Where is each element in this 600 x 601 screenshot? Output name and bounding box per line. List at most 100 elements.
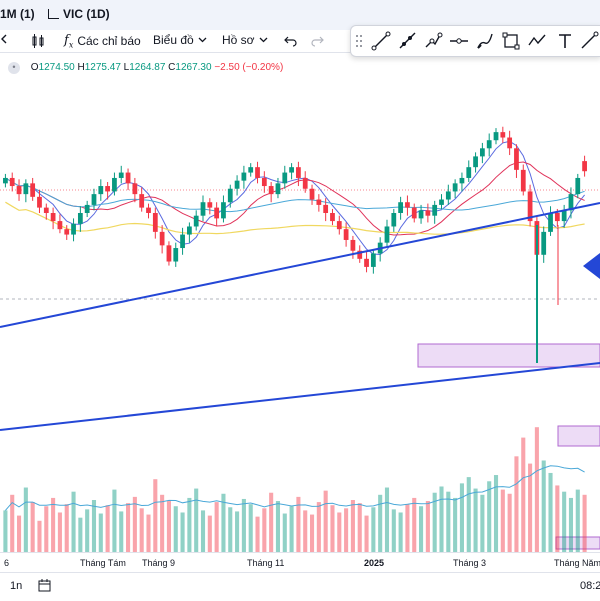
close-label: C bbox=[168, 62, 176, 73]
candle-body bbox=[91, 194, 97, 205]
volume-bar bbox=[568, 497, 574, 552]
fx-icon: fx bbox=[64, 33, 74, 50]
volume-bar bbox=[91, 500, 97, 552]
ma-long-line bbox=[5, 201, 585, 235]
volume-bar bbox=[562, 491, 567, 552]
candlestick-icon bbox=[32, 34, 44, 48]
x-axis-label: Tháng 11 bbox=[247, 558, 285, 568]
candles-type-button[interactable] bbox=[30, 33, 46, 49]
candle-body bbox=[432, 204, 438, 216]
chart-type-dropdown[interactable]: Biểu đồ bbox=[153, 33, 207, 47]
candle-body bbox=[193, 215, 199, 227]
legend-collapse-icon[interactable]: • bbox=[8, 62, 20, 74]
profile-label: Hồ sơ bbox=[222, 33, 255, 47]
zigzag-icon[interactable] bbox=[527, 31, 547, 51]
volume-bar bbox=[521, 437, 526, 552]
zone-volume bbox=[557, 425, 600, 447]
candle-body bbox=[541, 231, 547, 255]
high-value: 1275.47 bbox=[84, 62, 121, 73]
open-value: 1274.50 bbox=[38, 62, 75, 73]
candle-body bbox=[316, 199, 322, 205]
rectangle-icon[interactable] bbox=[501, 31, 521, 51]
tab-1m[interactable]: 1M (1) bbox=[0, 7, 35, 21]
volume-bar bbox=[3, 510, 8, 552]
candle-body bbox=[548, 213, 553, 232]
volume-bar bbox=[282, 513, 287, 552]
open-label: O bbox=[30, 62, 39, 73]
volume-bar bbox=[78, 517, 83, 552]
candle-body bbox=[50, 213, 56, 222]
chevron-left-icon[interactable] bbox=[0, 33, 8, 45]
low-label: L bbox=[123, 62, 130, 73]
time-axis[interactable]: 6 Tháng Tám Tháng 9 Tháng 11 2025 Tháng … bbox=[0, 552, 600, 573]
brush-icon[interactable] bbox=[475, 31, 495, 51]
candle-body bbox=[568, 194, 574, 211]
candle-body bbox=[384, 226, 390, 243]
volume-bar bbox=[534, 427, 539, 552]
trend-lines[interactable] bbox=[0, 202, 600, 431]
volume-bar bbox=[126, 503, 131, 552]
candle-body bbox=[370, 253, 376, 267]
candle-body bbox=[282, 172, 288, 184]
volume-bar bbox=[119, 511, 124, 552]
candle-body bbox=[418, 210, 424, 219]
candle-body bbox=[514, 148, 519, 170]
candle-body bbox=[391, 213, 397, 227]
redo-icon[interactable] bbox=[310, 33, 324, 47]
candle-body bbox=[507, 137, 513, 149]
ohlc-legend: • O1274.50 H1275.47 L1264.87 C1267.30 −2… bbox=[8, 62, 283, 74]
calendar-icon[interactable] bbox=[38, 578, 52, 595]
ray-icon[interactable] bbox=[397, 31, 417, 51]
volume-bar bbox=[528, 463, 533, 552]
candle-body bbox=[16, 186, 22, 195]
tab-vic[interactable]: VIC (1D) bbox=[48, 7, 110, 21]
undo-icon[interactable] bbox=[284, 33, 298, 47]
candle-body bbox=[439, 199, 444, 205]
change-value: −2.50 (−0.20%) bbox=[214, 62, 284, 73]
volume-bar bbox=[487, 481, 492, 552]
candle-body bbox=[146, 207, 151, 213]
volume-bar bbox=[378, 494, 383, 552]
volume-bar bbox=[344, 508, 349, 552]
price-chart[interactable] bbox=[0, 75, 600, 552]
candle-body bbox=[105, 186, 111, 192]
candle-body bbox=[309, 188, 315, 200]
indicators-button[interactable]: fx Các chỉ báo bbox=[64, 33, 141, 50]
volume-bar bbox=[71, 491, 76, 552]
volume-bar bbox=[132, 496, 137, 552]
volume-bar bbox=[405, 504, 410, 552]
volume-bar bbox=[350, 500, 355, 552]
volume-bar bbox=[398, 512, 403, 552]
volume-bar bbox=[153, 479, 158, 552]
volume-bar bbox=[289, 506, 294, 552]
path-icon[interactable] bbox=[423, 31, 443, 51]
candle-body bbox=[466, 167, 472, 178]
volume-bar bbox=[493, 475, 499, 552]
x-axis-label: Tháng Năm bbox=[554, 558, 600, 568]
trend-line-icon[interactable] bbox=[371, 31, 391, 51]
candle-body bbox=[43, 207, 49, 213]
candle-body bbox=[289, 167, 294, 173]
volume-bar bbox=[459, 483, 464, 552]
volume-bar bbox=[214, 502, 219, 552]
volume-bar bbox=[391, 509, 396, 552]
volume-ma-line bbox=[5, 465, 585, 511]
candlestick-series bbox=[3, 126, 587, 363]
horizontal-line-icon[interactable] bbox=[449, 31, 469, 51]
interval-button[interactable]: 1n bbox=[10, 580, 23, 592]
volume-bar bbox=[541, 460, 546, 552]
volume-bar bbox=[16, 515, 22, 552]
volume-bar bbox=[582, 494, 587, 552]
candle-body bbox=[248, 167, 254, 173]
fib-icon[interactable] bbox=[579, 31, 599, 51]
candle-body bbox=[71, 223, 76, 235]
candle-body bbox=[98, 186, 104, 195]
drag-handle-icon[interactable] bbox=[355, 31, 375, 51]
text-icon[interactable] bbox=[555, 31, 575, 51]
candle-body bbox=[214, 207, 220, 219]
candle-body bbox=[227, 188, 233, 203]
profile-dropdown[interactable]: Hồ sơ bbox=[222, 33, 268, 47]
candle-body bbox=[398, 202, 404, 213]
x-axis-label: 2025 bbox=[364, 558, 385, 568]
candle-body bbox=[493, 132, 499, 141]
